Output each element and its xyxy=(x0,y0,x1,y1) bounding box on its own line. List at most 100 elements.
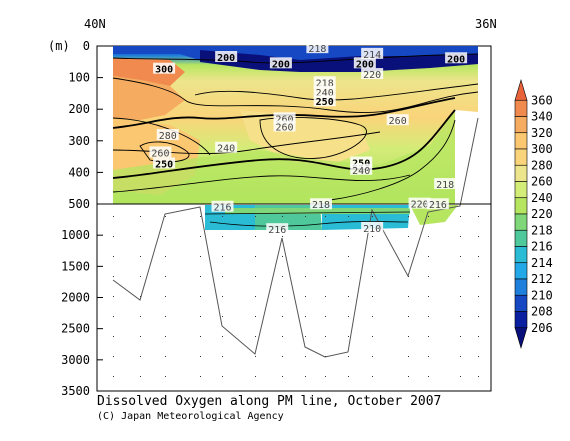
contour-label: 200 xyxy=(272,59,290,70)
contour-label: 260 xyxy=(276,114,294,125)
y-tick-label: 1000 xyxy=(61,228,90,242)
contour-label-bg xyxy=(310,198,333,210)
colorbar-label: 208 xyxy=(531,305,553,319)
station-dot xyxy=(165,276,166,277)
y-tick-label: 3500 xyxy=(61,384,90,398)
station-dot xyxy=(428,316,429,317)
station-dot xyxy=(113,316,114,317)
station-dot xyxy=(372,256,373,257)
colorbar-label: 260 xyxy=(531,175,553,189)
station-dot xyxy=(222,316,223,317)
contour-label-bg xyxy=(350,156,373,168)
contour-label: 240 xyxy=(352,166,370,177)
contour-label: 300 xyxy=(155,65,173,76)
contour-label: 280 xyxy=(159,131,177,142)
station-dot xyxy=(222,336,223,337)
station-dot xyxy=(428,296,429,297)
colorbar-label: 216 xyxy=(531,240,553,254)
station-dot xyxy=(428,336,429,337)
colorbar-label: 214 xyxy=(531,256,553,270)
station-dot xyxy=(305,256,306,257)
station-dot xyxy=(460,376,461,377)
colorbar-label: 210 xyxy=(531,288,553,302)
station-dot xyxy=(282,256,283,257)
station-dot xyxy=(348,336,349,337)
station-dot xyxy=(478,276,479,277)
station-dot xyxy=(200,376,201,377)
station-dot xyxy=(305,316,306,317)
station-dot xyxy=(282,316,283,317)
station-dot xyxy=(255,216,256,217)
contour-label-bg xyxy=(426,198,449,210)
contour-label: 200 xyxy=(356,59,374,70)
contour-label: 216 xyxy=(268,225,286,236)
colorbar-label: 320 xyxy=(531,126,553,140)
contour-label-bg xyxy=(269,57,292,69)
station-dot xyxy=(140,256,141,257)
station-dot xyxy=(348,216,349,217)
station-dot xyxy=(222,256,223,257)
contour-label-bg xyxy=(434,178,457,190)
station-dot xyxy=(348,356,349,357)
station-dot xyxy=(460,336,461,337)
colorbar-swatch xyxy=(514,164,528,182)
y-tick-label: 3000 xyxy=(61,353,90,367)
station-dot xyxy=(200,276,201,277)
station-dot xyxy=(460,256,461,257)
station-dot xyxy=(165,376,166,377)
station-dot xyxy=(428,236,429,237)
station-dot xyxy=(165,216,166,217)
station-dot xyxy=(200,256,201,257)
station-dot xyxy=(282,336,283,337)
station-dot xyxy=(113,256,114,257)
station-dot xyxy=(255,236,256,237)
station-dot xyxy=(255,276,256,277)
station-dot xyxy=(282,216,283,217)
colorbar-label: 360 xyxy=(531,93,553,107)
contour-label: 260 xyxy=(389,116,407,127)
station-dot xyxy=(305,336,306,337)
station-dot xyxy=(113,276,114,277)
station-dot xyxy=(325,356,326,357)
contour-label-bg xyxy=(361,47,384,59)
contour-label-bg xyxy=(361,221,384,233)
contour-label-bg xyxy=(386,114,409,126)
station-dot xyxy=(428,216,429,217)
station-dot xyxy=(222,296,223,297)
station-dot xyxy=(113,356,114,357)
contour-label-bg xyxy=(313,76,336,88)
colorbar-label: 206 xyxy=(531,321,553,335)
contour-label-bg xyxy=(273,112,296,124)
station-dot xyxy=(282,276,283,277)
station-dot xyxy=(348,316,349,317)
station-dot xyxy=(140,316,141,317)
station-dot xyxy=(372,216,373,217)
station-dot xyxy=(478,356,479,357)
station-dot xyxy=(408,276,409,277)
station-dot xyxy=(372,276,373,277)
station-dot xyxy=(348,276,349,277)
station-dot xyxy=(478,376,479,377)
contour-label: 250 xyxy=(316,97,334,108)
contour-label: 210 xyxy=(363,224,381,235)
y-tick-label: 2500 xyxy=(61,322,90,336)
station-dot xyxy=(255,376,256,377)
station-dot xyxy=(372,336,373,337)
y-tick-label: 500 xyxy=(68,197,90,211)
colorbar-swatch xyxy=(514,78,528,101)
contour-label-bg xyxy=(153,62,176,74)
colorbar-label: 300 xyxy=(531,142,553,156)
contour-label-bg xyxy=(408,197,431,209)
station-dot xyxy=(222,356,223,357)
station-dot xyxy=(325,216,326,217)
station-dot xyxy=(460,296,461,297)
contour-label-bg xyxy=(353,57,376,69)
contour-label: 220 xyxy=(411,200,429,211)
station-dot xyxy=(478,256,479,257)
colorbar-label: 220 xyxy=(531,207,553,221)
station-dot xyxy=(428,376,429,377)
contour-label: 260 xyxy=(276,123,294,134)
colorbar-label: 240 xyxy=(531,191,553,205)
station-dot xyxy=(372,316,373,317)
station-dot xyxy=(222,276,223,277)
